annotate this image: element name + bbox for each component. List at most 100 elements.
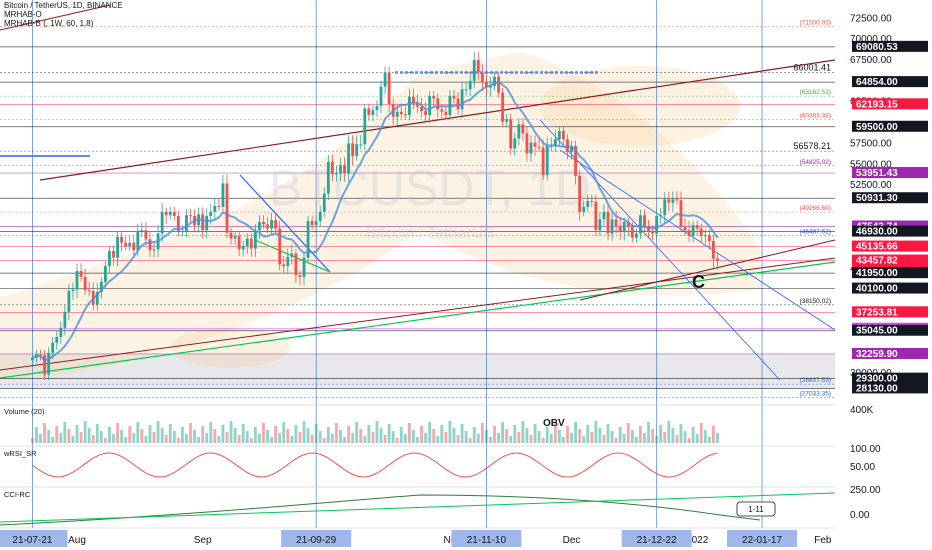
level-label: 56578.21 bbox=[793, 141, 831, 151]
volume-bar bbox=[679, 424, 683, 443]
candle-body bbox=[602, 211, 606, 220]
candle-body bbox=[622, 221, 626, 232]
volume-bar bbox=[176, 438, 180, 443]
volume-bar bbox=[221, 425, 225, 443]
price-tag bbox=[852, 192, 928, 204]
volume-bar bbox=[233, 428, 237, 443]
candle-body bbox=[217, 206, 221, 207]
level-label: (60383.38) bbox=[800, 112, 831, 119]
candle-body bbox=[618, 226, 622, 232]
candle-body bbox=[691, 225, 695, 237]
candle-body bbox=[420, 106, 423, 111]
volume-bar bbox=[314, 424, 318, 443]
price-tag-label: 45135.66 bbox=[856, 242, 898, 253]
volume-bar bbox=[99, 431, 103, 443]
volume-bar bbox=[639, 426, 642, 443]
level-label: (28637.53) bbox=[800, 377, 831, 384]
volume-bar bbox=[185, 434, 188, 443]
candle-body bbox=[225, 183, 229, 233]
candle-body bbox=[120, 236, 124, 243]
volume-bar bbox=[197, 437, 201, 443]
volume-bar bbox=[43, 423, 47, 443]
volume-bar bbox=[711, 426, 715, 443]
volume-bar bbox=[330, 434, 334, 443]
volume-bar bbox=[257, 434, 261, 443]
cci-pane-title: CCI-RC bbox=[4, 490, 31, 499]
indicator-mrhab-o[interactable]: MRHAB-O bbox=[4, 10, 42, 19]
candle-body bbox=[116, 236, 119, 258]
volume-bar bbox=[363, 436, 367, 443]
candle-body bbox=[655, 216, 659, 234]
volume-bar bbox=[205, 433, 209, 443]
price-tag-label: 62193.15 bbox=[856, 99, 898, 110]
volume-bar bbox=[703, 430, 707, 443]
candle-body bbox=[626, 221, 630, 227]
level-label: 66001.41 bbox=[793, 63, 831, 73]
volume-bar bbox=[444, 432, 448, 443]
volume-bar bbox=[428, 422, 432, 443]
candle-body bbox=[513, 138, 517, 149]
trendline bbox=[39, 59, 836, 181]
price-tag bbox=[852, 372, 928, 384]
trendline bbox=[0, 257, 836, 371]
price-tag bbox=[852, 306, 928, 318]
candle-body bbox=[525, 133, 529, 154]
candle-body bbox=[286, 256, 290, 267]
pane-axis-tick: 400K bbox=[850, 405, 874, 416]
volume-bar bbox=[553, 423, 557, 443]
trendline bbox=[0, 4, 111, 31]
candle-body bbox=[671, 199, 675, 203]
volume-bar bbox=[164, 435, 168, 443]
volume-bar bbox=[245, 431, 249, 443]
price-tag-label: 59500.00 bbox=[856, 122, 898, 133]
candle-body bbox=[367, 108, 371, 116]
price-tag bbox=[852, 40, 928, 52]
candle-body bbox=[172, 211, 176, 217]
candle-body bbox=[440, 109, 444, 112]
volume-bar bbox=[663, 432, 667, 443]
axis-tick-label: 67500.00 bbox=[850, 55, 892, 66]
volume-bar bbox=[298, 432, 302, 443]
volume-bar bbox=[67, 429, 71, 443]
indicator-mrhab-b[interactable]: MRHAB-B (, 1W, 60, 1.8) bbox=[4, 19, 94, 28]
volume-bar bbox=[75, 425, 79, 443]
candle-body bbox=[128, 242, 132, 247]
pane-axis-tick: 250.00 bbox=[850, 485, 881, 496]
candle-body bbox=[335, 173, 338, 175]
volume-bar bbox=[217, 436, 221, 443]
volume-bar bbox=[160, 428, 164, 443]
candle-body bbox=[403, 114, 407, 116]
volume-bar bbox=[387, 424, 391, 443]
time-tick-label: Dec bbox=[563, 535, 581, 546]
trendline bbox=[579, 239, 836, 301]
pane-axis-tick: 100.00 bbox=[850, 444, 881, 455]
date-tag-label: 21-11-10 bbox=[467, 535, 507, 546]
candle-body bbox=[351, 143, 355, 156]
volume-bar bbox=[282, 422, 286, 443]
volume-bar bbox=[229, 421, 233, 443]
candle-body bbox=[249, 238, 253, 249]
candle-body bbox=[51, 342, 55, 353]
volume-bar bbox=[586, 425, 590, 443]
candle-body bbox=[31, 357, 34, 361]
time-axis[interactable]: Aug Sep No Dec 2022 Feb 21-07-21 21-09-29 21-11-… bbox=[0, 527, 932, 550]
volume-bar bbox=[687, 438, 691, 443]
wave-label-c: C bbox=[692, 272, 705, 292]
level-label: (49266.69) bbox=[800, 205, 831, 212]
symbol-title[interactable]: Bitcoin / TetherUS, 1D, BINANCE bbox=[4, 1, 123, 10]
candle-body bbox=[432, 95, 436, 99]
volume-bar bbox=[606, 424, 610, 443]
level-label: (38150.02) bbox=[800, 298, 831, 305]
candle-body bbox=[517, 124, 521, 139]
price-tag bbox=[852, 282, 928, 294]
candle-body bbox=[480, 72, 484, 83]
volume-bar bbox=[659, 425, 663, 443]
candle-body bbox=[570, 145, 573, 152]
note-box bbox=[736, 501, 776, 517]
volume-bar bbox=[570, 433, 573, 443]
volume-bar bbox=[262, 423, 265, 443]
candle-body bbox=[363, 108, 367, 145]
level-label: (27033.35) bbox=[800, 391, 831, 398]
candle-body bbox=[310, 221, 314, 226]
